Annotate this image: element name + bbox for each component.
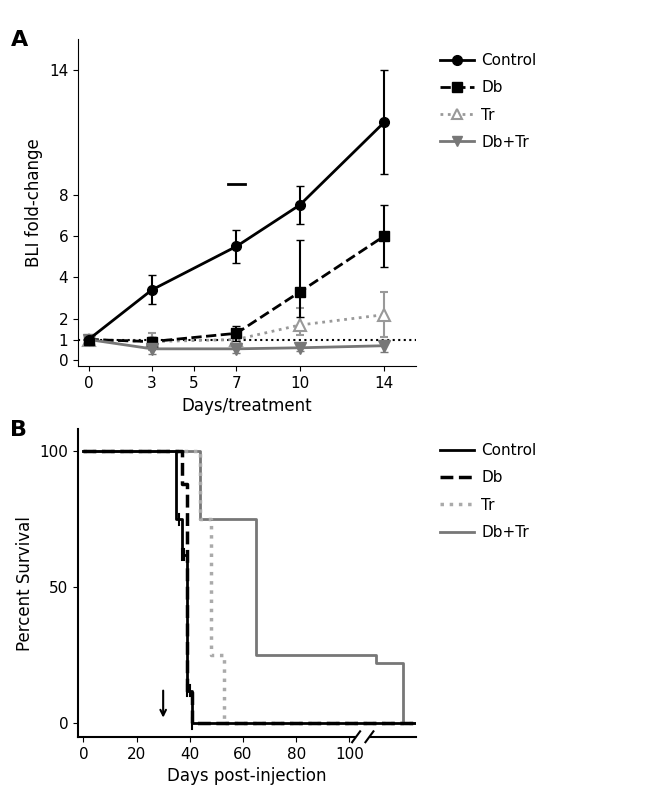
Tr [612,719,619,728]
Control [172,447,180,456]
Db+Tr [196,515,204,524]
Line: Tr: Tr [83,452,616,723]
Db+Tr [372,659,380,668]
Control [183,550,191,559]
Tr [207,650,215,660]
Db+Tr [196,447,204,456]
X-axis label: Days post-injection: Days post-injection [167,767,327,785]
Db [178,447,186,456]
Y-axis label: Percent Survival: Percent Survival [16,515,34,651]
Control [188,719,196,728]
Control [79,447,87,456]
Line: Db+Tr: Db+Tr [83,452,616,723]
Control [178,550,186,559]
Line: Control: Control [83,452,616,723]
Control [612,719,619,728]
Tr [220,650,228,660]
Text: A: A [10,30,28,50]
Line: Db: Db [83,452,616,723]
Control [188,686,196,695]
Control [172,515,180,524]
Legend: Control, Db, Tr, Db+Tr: Control, Db, Tr, Db+Tr [434,437,543,546]
Tr [207,515,215,524]
Db+Tr [79,447,87,456]
Db+Tr [372,650,380,660]
Tr [196,447,204,456]
Tr [79,447,87,456]
Db [79,447,87,456]
Db+Tr [612,719,619,728]
Db [188,686,196,695]
Db+Tr [399,719,407,728]
Db [178,479,186,489]
Db [183,479,191,489]
Control [183,686,191,695]
Db [612,719,619,728]
Control [178,515,186,524]
Tr [196,515,204,524]
Db+Tr [399,659,407,668]
X-axis label: Days/treatment: Days/treatment [182,396,312,414]
Db+Tr [252,650,260,660]
Text: B: B [10,420,27,440]
Db+Tr [252,515,260,524]
Legend: Control, Db, Tr, Db+Tr: Control, Db, Tr, Db+Tr [434,47,543,156]
Db [188,719,196,728]
Tr [220,719,228,728]
Db [183,686,191,695]
Y-axis label: BLI fold-change: BLI fold-change [25,139,44,267]
